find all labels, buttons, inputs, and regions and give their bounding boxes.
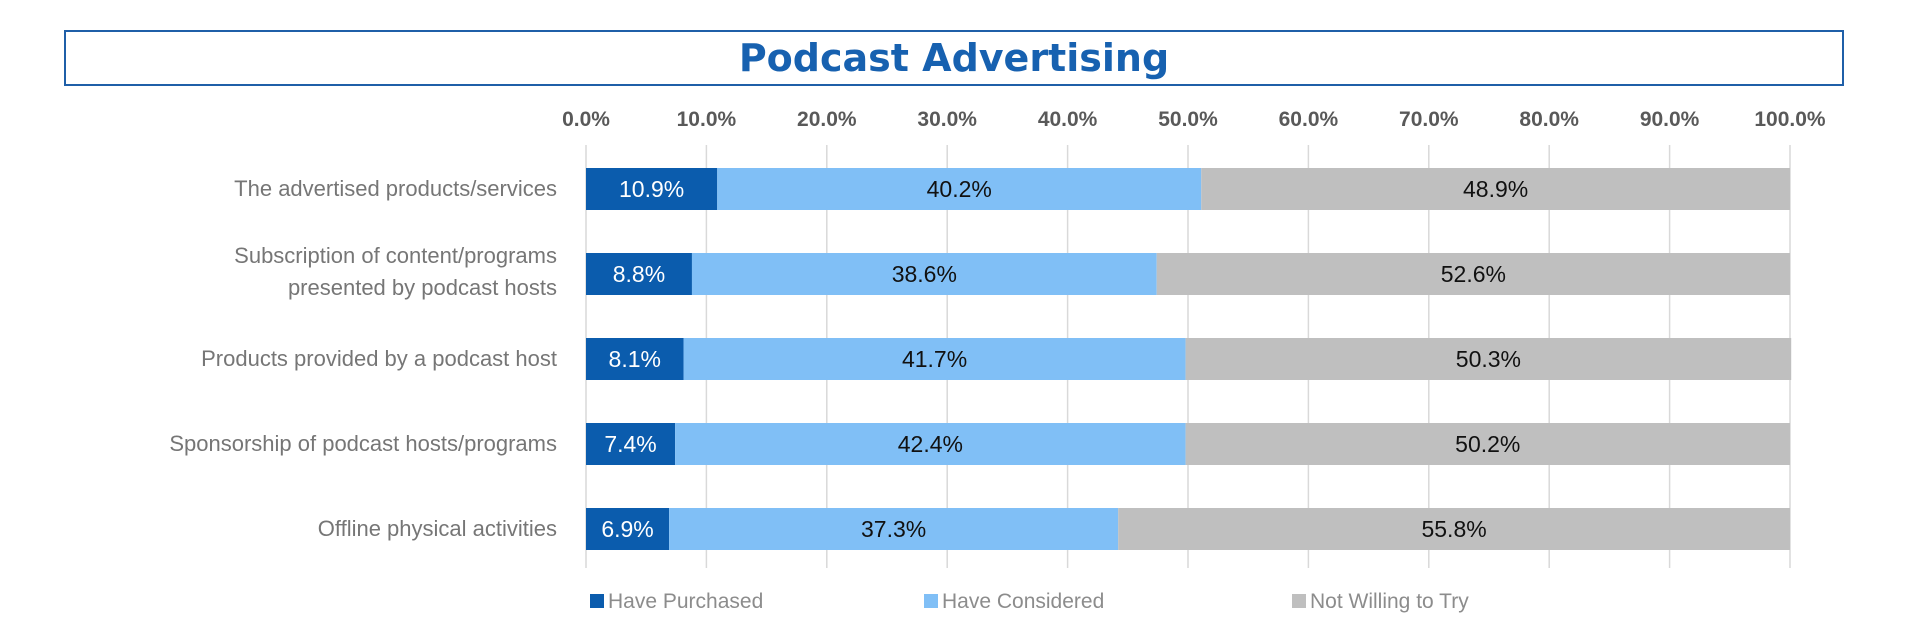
bar-value-label: 8.8% [613, 261, 665, 287]
bar-value-label: 8.1% [609, 346, 661, 372]
bar-value-label: 55.8% [1421, 516, 1486, 542]
bar-value-label: 50.2% [1455, 431, 1520, 457]
legend-label: Have Purchased [608, 590, 763, 613]
legend-swatch [1292, 594, 1306, 608]
legend-label: Not Willing to Try [1310, 590, 1469, 613]
bar-segment [683, 338, 1186, 380]
legend-swatch [924, 594, 938, 608]
x-tick-label: 60.0% [1279, 108, 1339, 131]
category-label: Offline physical activities [318, 516, 557, 541]
x-tick-label: 10.0% [677, 108, 737, 131]
x-tick-label: 90.0% [1640, 108, 1700, 131]
bar-value-label: 40.2% [927, 176, 992, 202]
bar-segment [1185, 338, 1792, 380]
category-label: The advertised products/services [234, 176, 557, 201]
bar-segment [669, 508, 1119, 550]
bar-value-label: 42.4% [898, 431, 963, 457]
x-tick-label: 40.0% [1038, 108, 1098, 131]
bar-segment [1201, 168, 1790, 210]
bar-segment [586, 168, 718, 210]
bar-segment [675, 423, 1186, 465]
category-label: Sponsorship of podcast hosts/programs [169, 431, 557, 456]
x-tick-label: 50.0% [1158, 108, 1218, 131]
category-label: Subscription of content/programs [234, 243, 557, 268]
x-tick-label: 100.0% [1754, 108, 1826, 131]
chart-title-box: Podcast Advertising [64, 30, 1844, 86]
x-tick-label: 20.0% [797, 108, 857, 131]
bar-value-label: 50.3% [1456, 346, 1521, 372]
bar-value-label: 37.3% [861, 516, 926, 542]
category-label: Products provided by a podcast host [201, 346, 557, 371]
bar-segment [1156, 253, 1790, 295]
bar-value-label: 41.7% [902, 346, 967, 372]
bar-value-label: 6.9% [601, 516, 653, 542]
bar-segment [691, 253, 1157, 295]
x-tick-label: 80.0% [1519, 108, 1579, 131]
bar-value-label: 52.6% [1441, 261, 1506, 287]
legend-swatch [590, 594, 604, 608]
bar-segment [586, 253, 692, 295]
bar-segment [1118, 508, 1790, 550]
category-label: presented by podcast hosts [288, 275, 557, 300]
bar-segment [586, 338, 684, 380]
legend-label: Have Considered [942, 590, 1104, 613]
x-tick-label: 30.0% [917, 108, 977, 131]
bar-value-label: 48.9% [1463, 176, 1528, 202]
chart-title: Podcast Advertising [738, 36, 1170, 80]
bar-value-label: 38.6% [892, 261, 957, 287]
bar-segment [586, 423, 676, 465]
bar-value-label: 10.9% [619, 176, 684, 202]
x-tick-label: 0.0% [562, 108, 610, 131]
bar-segment [1185, 423, 1790, 465]
x-tick-label: 70.0% [1399, 108, 1459, 131]
bar-value-label: 7.4% [604, 431, 656, 457]
bar-segment [717, 168, 1202, 210]
bar-segment [586, 508, 670, 550]
